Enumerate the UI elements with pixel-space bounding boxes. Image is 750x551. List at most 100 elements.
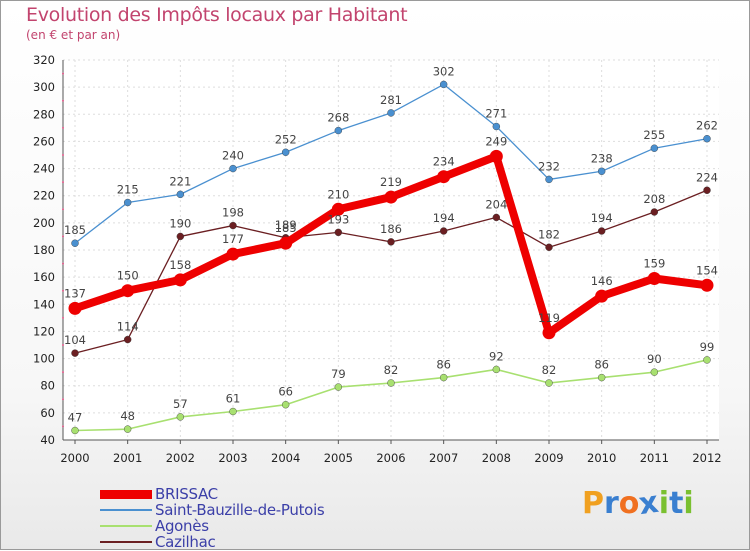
y-tick-label: 320	[33, 53, 55, 67]
y-tick-label: 240	[33, 162, 55, 176]
legend-label: Agonès	[155, 517, 209, 535]
data-point-cazilhac	[334, 228, 343, 237]
chart-title: Evolution des Impôts locaux par Habitant	[26, 4, 408, 26]
y-tick-label: 300	[33, 80, 55, 94]
x-tick-label: 2003	[218, 451, 247, 465]
x-tick-label: 2006	[376, 451, 405, 465]
y-axis-minor-dot	[62, 154, 64, 156]
y-axis-minor-dot	[62, 235, 64, 238]
data-point-saint-bauzille	[650, 144, 659, 152]
data-point-brissac	[121, 284, 135, 298]
data-label-cazilhac: 182	[538, 227, 560, 241]
data-label-agones: 57	[173, 397, 188, 411]
data-point-saint-bauzille	[387, 109, 395, 117]
data-label-cazilhac: 224	[696, 170, 718, 184]
data-label-brissac: 177	[222, 232, 244, 246]
legend-swatch-cazilhac	[100, 541, 152, 543]
legend-swatch-brissac	[100, 490, 152, 499]
data-label-brissac: 154	[696, 263, 718, 277]
data-label-saint-bauzille: 221	[169, 174, 191, 188]
y-tick-label: 200	[33, 216, 55, 230]
data-label-cazilhac: 190	[169, 216, 191, 230]
data-point-agones	[123, 425, 132, 433]
y-axis-minor-dot	[62, 208, 64, 211]
y-axis-minor-dot	[62, 181, 64, 184]
proxiti-logo: Proxiti	[582, 485, 694, 522]
data-label-brissac: 249	[485, 134, 507, 148]
data-label-saint-bauzille: 268	[327, 111, 349, 125]
y-tick-label: 140	[33, 297, 55, 311]
logo-letter: P	[582, 486, 604, 521]
data-label-agones: 90	[647, 352, 662, 366]
data-point-agones	[492, 365, 501, 374]
data-label-cazilhac: 193	[327, 212, 349, 226]
y-axis-minor-dot	[62, 425, 64, 428]
data-label-brissac: 158	[169, 258, 191, 272]
data-point-cazilhac	[123, 335, 132, 344]
data-point-cazilhac	[492, 213, 501, 222]
data-point-saint-bauzille	[492, 122, 501, 131]
x-tick-label: 2001	[113, 451, 142, 465]
x-tick-label: 2007	[429, 451, 458, 465]
y-axis-minor-dot	[62, 398, 64, 401]
x-tick-label: 2010	[587, 451, 616, 465]
data-point-agones	[545, 379, 553, 387]
data-point-brissac	[700, 278, 714, 292]
data-point-saint-bauzille	[229, 164, 237, 173]
data-label-saint-bauzille: 252	[275, 132, 297, 146]
y-axis-minor-dot	[62, 371, 64, 374]
data-label-saint-bauzille: 302	[433, 64, 455, 78]
data-point-cazilhac	[71, 349, 79, 357]
logo-letter: r	[604, 486, 619, 521]
data-point-brissac	[647, 272, 661, 285]
data-label-agones: 82	[384, 363, 399, 377]
data-point-agones	[650, 368, 659, 376]
data-label-saint-bauzille: 255	[643, 128, 665, 142]
y-axis-minor-dot	[62, 262, 64, 265]
data-point-saint-bauzille	[545, 175, 553, 184]
data-label-agones: 86	[436, 358, 451, 372]
data-label-saint-bauzille: 271	[485, 107, 507, 121]
x-tick-label: 2009	[534, 451, 563, 465]
data-label-cazilhac: 208	[643, 192, 665, 206]
data-point-cazilhac	[650, 208, 659, 216]
data-label-agones: 48	[120, 409, 135, 423]
data-point-agones	[387, 379, 395, 387]
data-label-layer: 47 48 57 61 66 79 82 86 92 82 86 90 99 185 215 221 240 25…	[64, 64, 718, 424]
data-label-cazilhac: 204	[485, 197, 507, 211]
y-tick-label: 160	[33, 270, 55, 284]
legend-label: BRISSAC	[155, 485, 218, 503]
legend-swatch-saint-bauzille	[100, 509, 152, 511]
data-point-cazilhac	[229, 221, 237, 230]
data-point-brissac	[542, 326, 556, 340]
data-point-brissac	[595, 289, 609, 303]
data-label-agones: 86	[594, 358, 609, 372]
data-label-brissac: 210	[327, 187, 349, 201]
data-label-cazilhac: 198	[222, 206, 244, 220]
data-label-brissac: 219	[380, 175, 402, 189]
data-label-agones: 99	[700, 340, 715, 354]
y-axis-minor-dot	[62, 289, 64, 292]
y-tick-label: 40	[40, 433, 55, 447]
data-point-agones	[703, 356, 711, 364]
data-label-brissac: 119	[538, 311, 560, 325]
y-axis-minor-dot	[62, 126, 64, 129]
data-point-cazilhac	[597, 227, 606, 235]
legend-label: Cazilhac	[155, 533, 216, 551]
data-point-saint-bauzille	[71, 239, 79, 247]
y-tick-label: 260	[33, 134, 55, 148]
legend-swatch-agones	[100, 525, 152, 527]
data-point-agones	[71, 426, 79, 435]
chart-subtitle: (en € et par an)	[26, 28, 121, 42]
data-label-cazilhac: 186	[380, 222, 402, 236]
x-tick-label: 2011	[640, 451, 669, 465]
data-point-saint-bauzille	[439, 80, 448, 89]
data-point-agones	[597, 373, 606, 382]
data-point-brissac	[279, 236, 293, 250]
data-point-saint-bauzille	[703, 135, 711, 143]
data-label-saint-bauzille: 262	[696, 119, 718, 133]
data-point-agones	[439, 373, 448, 382]
data-label-agones: 61	[226, 392, 241, 406]
data-label-cazilhac: 104	[64, 333, 86, 347]
